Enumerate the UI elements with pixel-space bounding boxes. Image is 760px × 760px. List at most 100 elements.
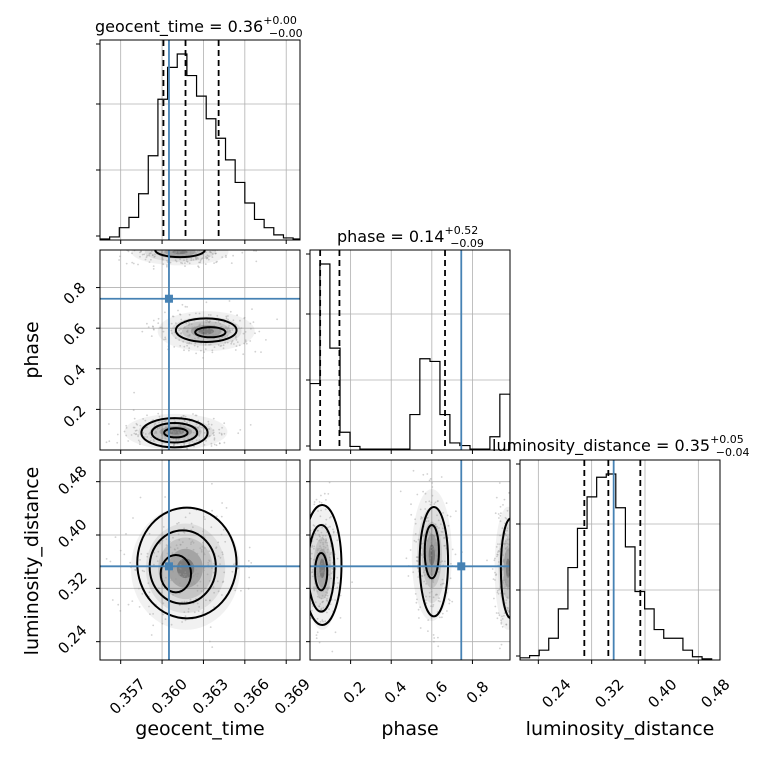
sample-point [307, 570, 309, 572]
sample-point [180, 429, 183, 432]
sample-point [162, 526, 165, 528]
sample-point [417, 556, 419, 559]
sample-point [436, 514, 438, 517]
contour-line [310, 524, 336, 613]
sample-point [188, 440, 191, 443]
sample-point [184, 241, 186, 243]
sample-point [186, 306, 189, 308]
sample-point [139, 559, 141, 561]
sample-point [153, 552, 156, 554]
sample-point [213, 562, 215, 565]
sample-point [328, 563, 331, 566]
sample-point [324, 620, 327, 623]
contour-line [150, 421, 199, 444]
sample-point [440, 476, 443, 478]
sample-point [512, 552, 514, 554]
sample-point [183, 442, 186, 445]
sample-point [152, 268, 155, 270]
sample-point [511, 488, 513, 490]
sample-point [177, 429, 179, 431]
sample-point [437, 500, 439, 502]
sample-point [135, 429, 138, 432]
sample-point [516, 621, 518, 623]
sample-point [329, 553, 332, 555]
sample-point [208, 320, 211, 323]
sample-point [433, 535, 436, 537]
sample-point [163, 338, 165, 341]
sample-point [506, 542, 509, 545]
sample-point [188, 322, 191, 325]
sample-point [324, 541, 327, 544]
sample-point [134, 433, 137, 436]
sample-point [245, 342, 248, 345]
sample-point [494, 571, 496, 574]
panel-content [303, 460, 523, 660]
sample-point [179, 258, 182, 261]
sample-point [191, 540, 194, 543]
sample-point [307, 590, 309, 592]
sample-point [158, 427, 161, 430]
sample-point [148, 252, 151, 255]
sample-point [199, 261, 202, 264]
sample-point [191, 583, 194, 585]
sample-point [506, 549, 509, 552]
sample-point [131, 600, 134, 602]
sample-point [444, 560, 446, 563]
sample-point [303, 568, 305, 570]
sample-point [410, 513, 413, 516]
sample-point [229, 329, 232, 332]
sample-point [249, 340, 252, 342]
sample-point [194, 342, 197, 345]
sample-point [322, 569, 325, 572]
sample-point [521, 599, 523, 601]
sample-point [173, 251, 176, 254]
sample-point [111, 599, 114, 601]
sample-point [498, 614, 501, 617]
sample-point [191, 328, 194, 331]
sample-point [198, 266, 200, 269]
sample-point [188, 537, 191, 540]
sample-point [183, 438, 186, 441]
sample-point [193, 344, 196, 347]
sample-point [186, 330, 189, 332]
sample-point [447, 524, 450, 527]
sample-point [116, 433, 119, 436]
sample-point [321, 601, 324, 604]
sample-point [334, 631, 337, 634]
sample-point [180, 243, 182, 245]
sample-point [433, 535, 435, 538]
sample-point [305, 593, 307, 595]
sample-point [493, 559, 496, 562]
sample-point [315, 634, 318, 636]
sample-point [178, 604, 181, 606]
sample-point [515, 575, 517, 577]
sample-point [313, 545, 316, 548]
sample-point [265, 339, 267, 341]
sample-point [318, 547, 320, 550]
sample-point [336, 586, 339, 589]
sample-point [164, 245, 166, 247]
sample-point [427, 567, 429, 570]
sample-point [327, 587, 330, 590]
sample-point [176, 253, 179, 256]
sample-point [498, 482, 501, 484]
sample-point [177, 573, 180, 576]
sample-point [162, 263, 165, 266]
sample-point [182, 531, 185, 533]
sample-point [317, 510, 319, 512]
sample-point [175, 578, 177, 580]
x-tick-label: 0.48 [697, 675, 733, 711]
sample-point [184, 578, 187, 580]
sample-point [214, 252, 217, 255]
sample-point [149, 252, 152, 255]
sample-point [201, 257, 204, 260]
sample-point [455, 510, 457, 512]
sample-point [223, 571, 226, 574]
sample-point [318, 605, 320, 607]
sample-point [210, 327, 212, 330]
sample-point [183, 238, 185, 240]
sample-point [115, 245, 117, 247]
sample-point [223, 244, 225, 246]
sample-point [183, 248, 185, 250]
sample-point [203, 536, 206, 538]
